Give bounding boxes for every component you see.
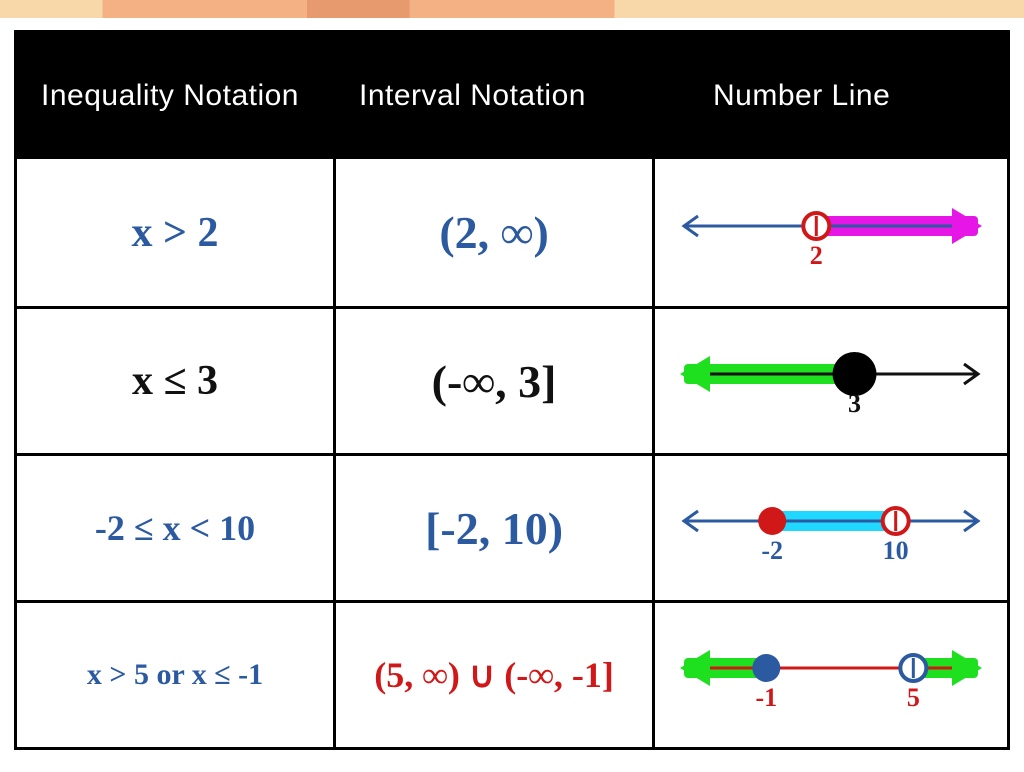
table-row: x ≤ 3 (-∞, 3] 3	[17, 306, 1007, 453]
numberline-cell: 3	[655, 309, 1007, 453]
inequality-text: x > 2	[132, 209, 219, 257]
interval-cell: [-2, 10)	[336, 456, 655, 600]
inequality-text: x ≤ 3	[132, 357, 218, 405]
inequality-cell: x > 2	[17, 159, 336, 306]
interval-text: (5, ∞) ∪ (-∞, -1]	[374, 654, 614, 696]
top-color-bar	[0, 0, 1024, 18]
numberline-cell: 2	[655, 159, 1007, 306]
inequality-text: -2 ≤ x < 10	[95, 507, 255, 549]
interval-text: (-∞, 3]	[432, 355, 557, 408]
table-row: x > 5 or x ≤ -1 (5, ∞) ∪ (-∞, -1] -1 5	[17, 600, 1007, 747]
numberline-cell: -1 5	[655, 603, 1007, 747]
inequality-cell: x > 5 or x ≤ -1	[17, 603, 336, 747]
svg-text:-2: -2	[761, 536, 783, 565]
inequality-cell: x ≤ 3	[17, 309, 336, 453]
svg-text:-1: -1	[755, 683, 777, 712]
interval-text: (2, ∞)	[439, 206, 548, 259]
inequality-text: x > 5 or x ≤ -1	[87, 658, 263, 692]
header-interval: Interval Notation	[335, 79, 653, 113]
numberline-cell: -2 10	[655, 456, 1007, 600]
table-row: x > 2 (2, ∞) 2	[17, 159, 1007, 306]
interval-text: [-2, 10)	[425, 502, 563, 555]
table-header: Inequality Notation Interval Notation Nu…	[17, 33, 1007, 159]
interval-cell: (-∞, 3]	[336, 309, 655, 453]
interval-cell: (2, ∞)	[336, 159, 655, 306]
inequality-cell: -2 ≤ x < 10	[17, 456, 336, 600]
svg-text:10: 10	[883, 536, 909, 565]
svg-text:3: 3	[848, 389, 861, 418]
header-inequality: Inequality Notation	[17, 79, 335, 113]
table-body: x > 2 (2, ∞) 2 x ≤ 3 (-∞, 3] 3 -2 ≤ x < 10 [-2,…	[17, 159, 1007, 747]
page: Inequality Notation Interval Notation Nu…	[0, 0, 1024, 772]
svg-text:5: 5	[907, 683, 920, 712]
table-row: -2 ≤ x < 10 [-2, 10) -2 10	[17, 453, 1007, 600]
interval-cell: (5, ∞) ∪ (-∞, -1]	[336, 603, 655, 747]
header-numberline: Number Line	[653, 79, 1007, 113]
svg-text:2: 2	[810, 241, 823, 270]
notation-table: Inequality Notation Interval Notation Nu…	[14, 30, 1010, 750]
